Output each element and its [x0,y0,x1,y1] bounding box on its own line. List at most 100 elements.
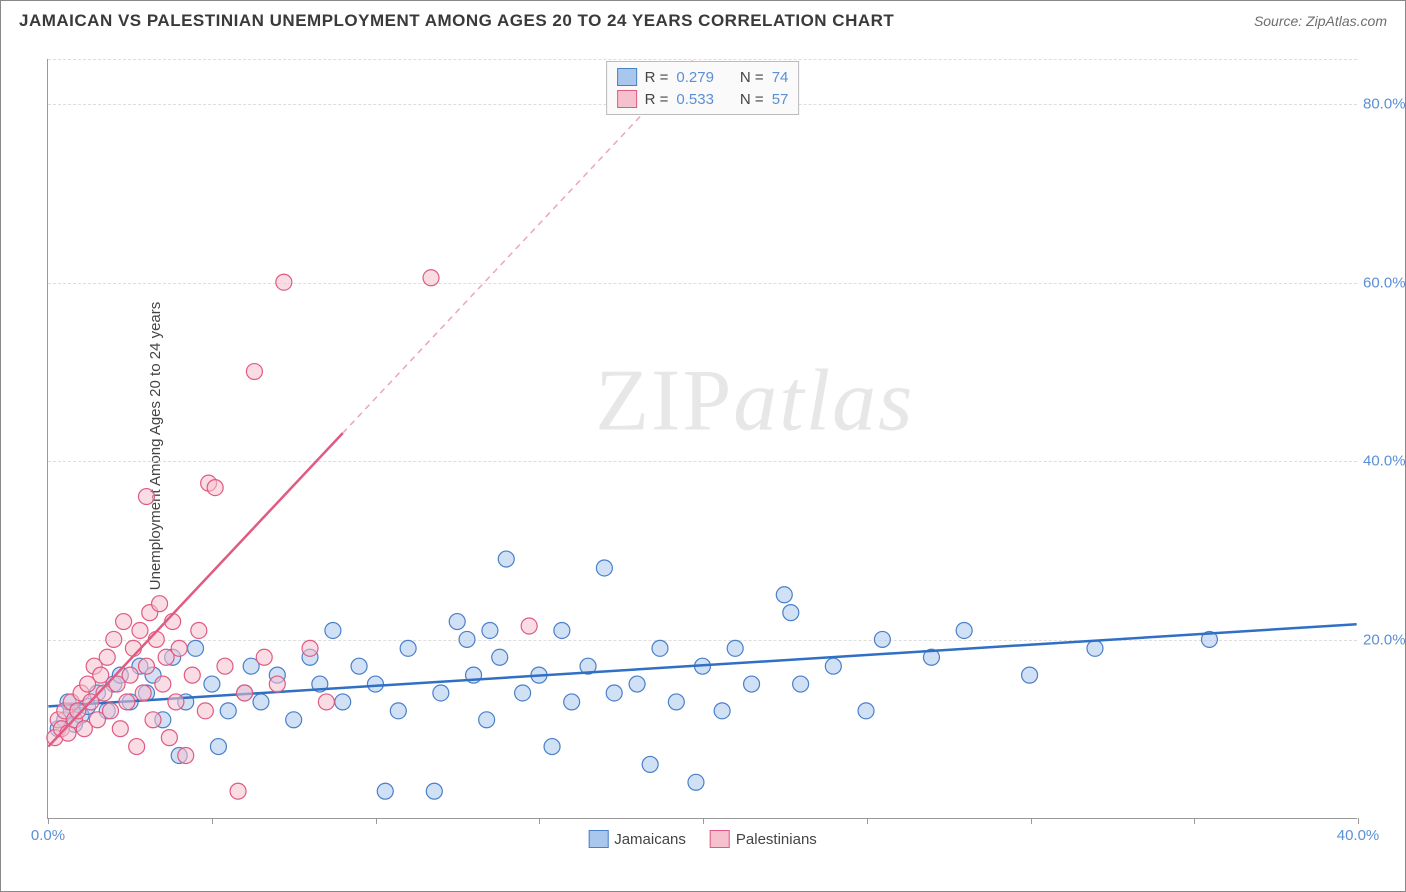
scatter-point [776,587,792,603]
scatter-point [367,676,383,692]
scatter-point [688,774,704,790]
y-tick-label: 60.0% [1363,274,1406,291]
y-tick-label: 40.0% [1363,453,1406,470]
legend-swatch [710,830,730,848]
scatter-point [668,694,684,710]
scatter-point [112,721,128,737]
scatter-point [135,685,151,701]
scatter-point [400,640,416,656]
scatter-point [544,739,560,755]
scatter-point [874,631,890,647]
stats-legend: R = 0.279 N = 74 R = 0.533 N = 57 [606,61,800,115]
scatter-point [269,676,285,692]
legend-label: Palestinians [736,831,817,848]
scatter-point [449,614,465,630]
legend-label: Jamaicans [614,831,686,848]
scatter-point [286,712,302,728]
x-tick [1194,818,1195,824]
trend-line-dashed [343,59,694,433]
n-value: 57 [772,91,789,108]
x-tick [539,818,540,824]
scatter-point [629,676,645,692]
scatter-point [276,274,292,290]
scatter-point [606,685,622,701]
scatter-point [564,694,580,710]
scatter-point [1087,640,1103,656]
scatter-point [479,712,495,728]
scatter-point [433,685,449,701]
scatter-point [335,694,351,710]
n-label: N = [740,69,764,86]
scatter-point [390,703,406,719]
scatter-point [188,640,204,656]
scatter-point [204,676,220,692]
n-label: N = [740,91,764,108]
legend-swatch [588,830,608,848]
x-tick [1031,818,1032,824]
scatter-point [197,703,213,719]
scatter-point [230,783,246,799]
scatter-point [168,694,184,710]
x-tick [1358,818,1359,824]
scatter-point [858,703,874,719]
scatter-point [714,703,730,719]
scatter-point [155,676,171,692]
plot-area: ZIPatlas 0.0%40.0% 20.0%40.0%60.0%80.0% … [47,59,1357,819]
scatter-point [106,631,122,647]
scatter-point [152,596,168,612]
scatter-point [426,783,442,799]
scatter-point [423,270,439,286]
scatter-point [119,694,135,710]
scatter-point [596,560,612,576]
scatter-point [253,694,269,710]
x-tick [48,818,49,824]
scatter-point [351,658,367,674]
y-tick-label: 20.0% [1363,632,1406,649]
title-bar: JAMAICAN VS PALESTINIAN UNEMPLOYMENT AMO… [1,1,1405,41]
scatter-point [377,783,393,799]
scatter-point [178,748,194,764]
scatter-point [459,631,475,647]
stats-row: R = 0.533 N = 57 [617,88,789,110]
scatter-point [554,622,570,638]
scatter-point [138,489,154,505]
r-label: R = [645,91,669,108]
scatter-point [237,685,253,701]
scatter-point [138,658,154,674]
scatter-point [652,640,668,656]
scatter-point [171,640,187,656]
scatter-point [515,685,531,701]
scatter-point [318,694,334,710]
scatter-point [184,667,200,683]
n-value: 74 [772,69,789,86]
scatter-point [825,658,841,674]
chart-title: JAMAICAN VS PALESTINIAN UNEMPLOYMENT AMO… [19,11,894,31]
scatter-point [727,640,743,656]
scatter-point [217,658,233,674]
scatter-point [210,739,226,755]
x-tick [376,818,377,824]
scatter-point [99,649,115,665]
scatter-point [129,739,145,755]
r-label: R = [645,69,669,86]
scatter-point [521,618,537,634]
r-value: 0.533 [676,91,714,108]
scatter-point [1022,667,1038,683]
scatter-point [207,480,223,496]
scatter-point [482,622,498,638]
x-tick [212,818,213,824]
scatter-point [103,703,119,719]
legend-swatch [617,68,637,86]
scatter-point [220,703,236,719]
scatter-point [93,667,109,683]
scatter-point [793,676,809,692]
x-tick [867,818,868,824]
scatter-point [132,622,148,638]
scatter-point [246,364,262,380]
source-attribution: Source: ZipAtlas.com [1254,13,1387,29]
scatter-point [498,551,514,567]
scatter-point [191,622,207,638]
scatter-point [744,676,760,692]
r-value: 0.279 [676,69,714,86]
x-tick [703,818,704,824]
